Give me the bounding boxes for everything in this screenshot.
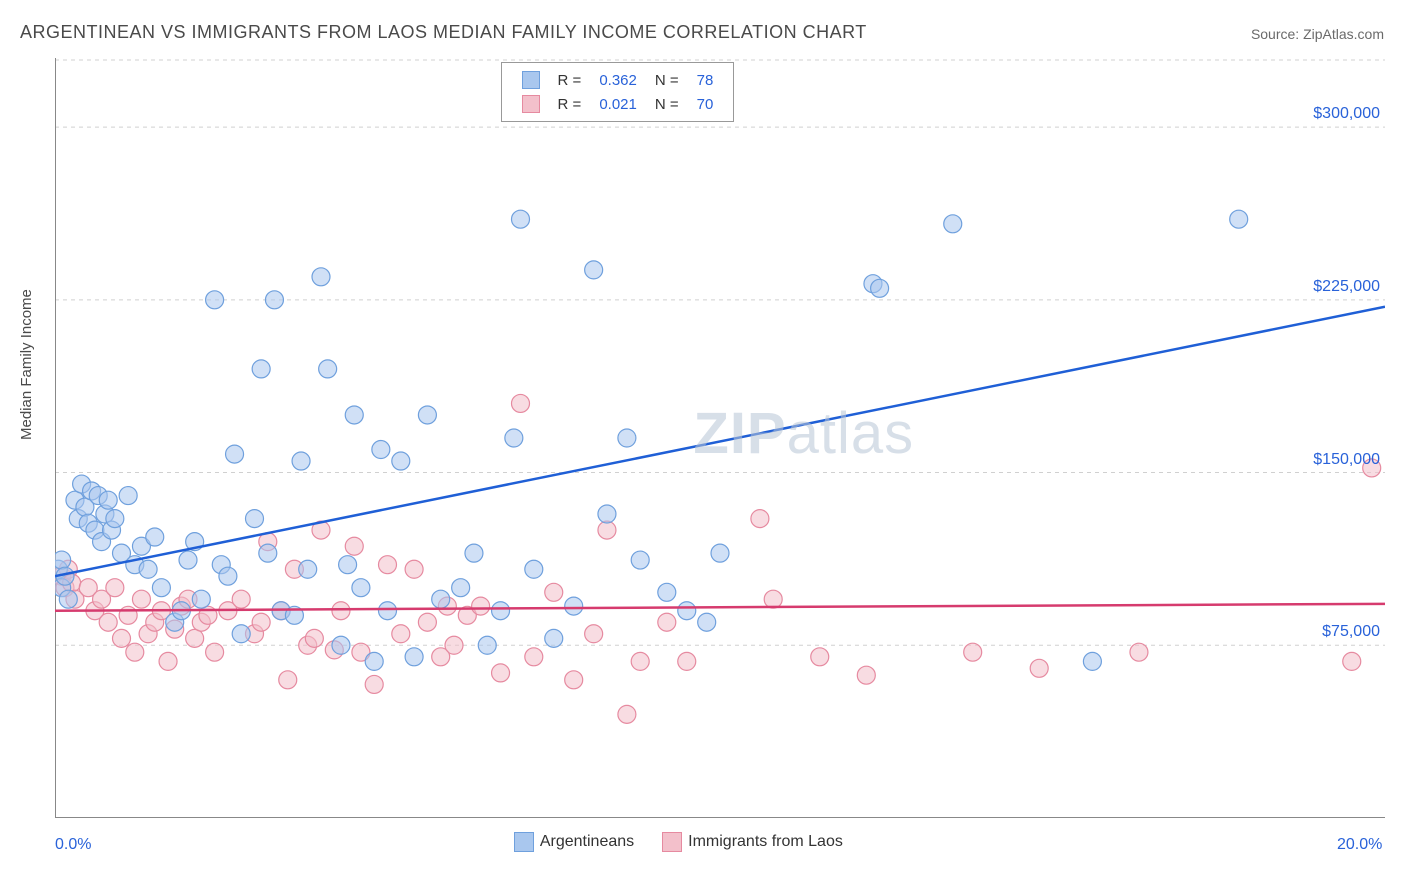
correlation-legend: R = 0.362 N = 78 R = 0.021 N = 70 — [501, 62, 735, 122]
x-tick-label: 20.0% — [1337, 836, 1382, 854]
correlation-table: R = 0.362 N = 78 R = 0.021 N = 70 — [512, 67, 724, 117]
scatter-plot — [55, 58, 1385, 818]
x-tick-label: 0.0% — [55, 836, 91, 854]
y-tick-label: $225,000 — [1300, 278, 1380, 296]
source-attribution: Source: ZipAtlas.com — [1251, 26, 1384, 42]
y-tick-label: $75,000 — [1300, 623, 1380, 641]
chart-title: ARGENTINEAN VS IMMIGRANTS FROM LAOS MEDI… — [20, 22, 867, 43]
legend-item: Immigrants from Laos — [662, 832, 843, 852]
legend-swatch — [662, 832, 682, 852]
series-legend: Argentineans Immigrants from Laos — [514, 832, 843, 852]
legend-swatch — [514, 832, 534, 852]
y-tick-label: $300,000 — [1300, 105, 1380, 123]
y-tick-label: $150,000 — [1300, 451, 1380, 469]
y-axis-label: Median Family Income — [18, 289, 35, 440]
legend-item: Argentineans — [514, 832, 634, 852]
